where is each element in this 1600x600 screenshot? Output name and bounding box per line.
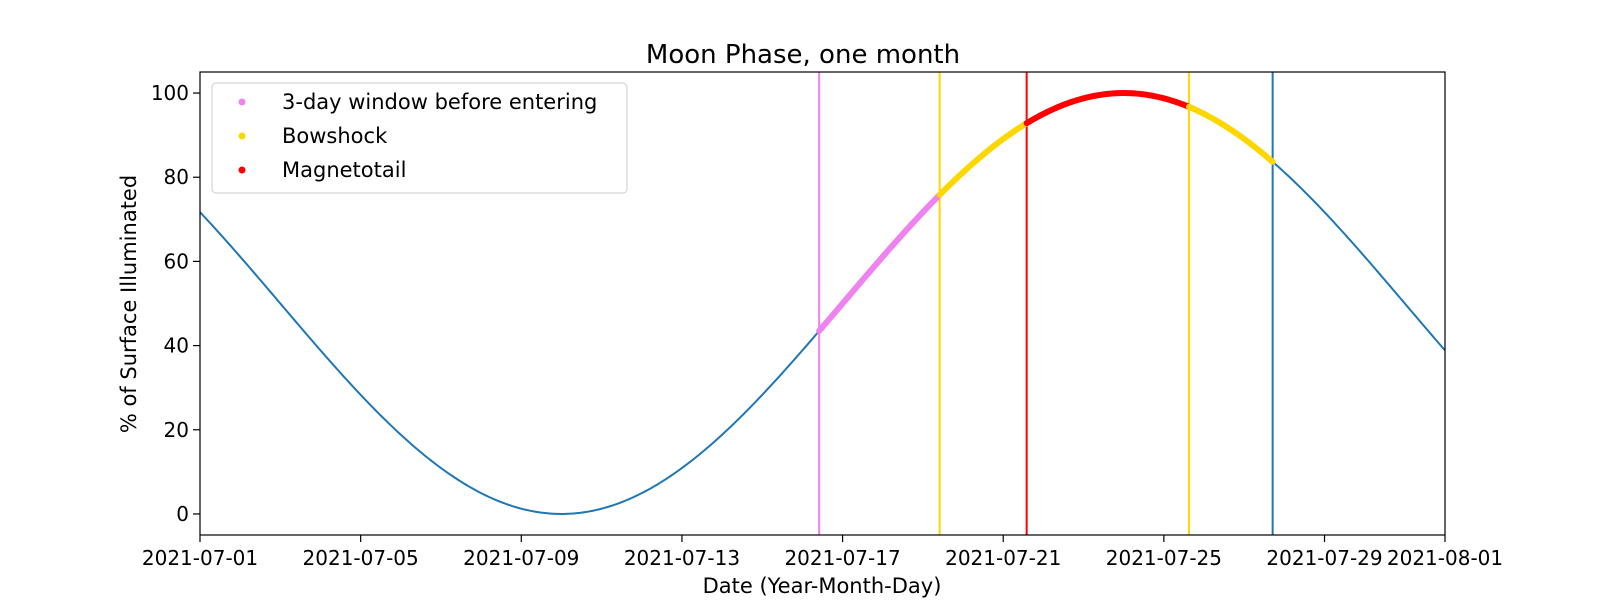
- y-tick-label-1: 20: [164, 418, 189, 442]
- y-tick-label-2: 40: [164, 334, 189, 358]
- x-tick-label-4: 2021-07-17: [784, 546, 900, 570]
- vertical-lines: [818, 72, 1274, 535]
- legend-marker-1: [238, 132, 246, 140]
- legend-box: [211, 82, 628, 194]
- legend-marker-2: [238, 166, 246, 174]
- y-axis-label: % of Surface Illuminated: [117, 175, 141, 433]
- y-tick-label-0: 0: [176, 502, 189, 526]
- y-tick-label-4: 80: [164, 165, 189, 189]
- x-axis-ticks: 2021-07-01 2021-07-05 2021-07-09 2021-07-13…: [142, 535, 1503, 570]
- x-tick-label-1: 2021-07-05: [303, 546, 419, 570]
- y-tick-label-5: 100: [151, 81, 189, 105]
- highlight-segments: [816, 90, 1276, 334]
- x-axis-label: Date (Year-Month-Day): [703, 574, 942, 598]
- legend-marker-0: [238, 98, 246, 106]
- segment-0: [816, 191, 943, 334]
- chart-title: Moon Phase, one month: [646, 40, 960, 70]
- segment-1: [936, 120, 1030, 198]
- legend-label-0: 3-day window before entering: [282, 90, 597, 114]
- segment-3: [1185, 103, 1276, 165]
- x-tick-label-3: 2021-07-13: [624, 546, 740, 570]
- x-tick-label-2: 2021-07-09: [463, 546, 579, 570]
- x-tick-label-5: 2021-07-21: [945, 546, 1061, 570]
- legend-label-1: Bowshock: [282, 124, 388, 148]
- segment-2: [1023, 90, 1192, 127]
- legend: 3-day window before entering Bowshock Magn…: [211, 82, 628, 194]
- legend-label-2: Magnetotail: [282, 158, 406, 182]
- y-axis-ticks: 0 20 40 60 80 100: [151, 81, 200, 526]
- plot-frame: [199, 71, 1446, 536]
- x-tick-label-6: 2021-07-25: [1106, 546, 1222, 570]
- x-tick-label-7: 2021-07-29: [1266, 546, 1382, 570]
- x-tick-label-8: 2021-08-01: [1387, 546, 1503, 570]
- x-tick-label-0: 2021-07-01: [142, 546, 258, 570]
- y-tick-label-3: 60: [164, 249, 189, 273]
